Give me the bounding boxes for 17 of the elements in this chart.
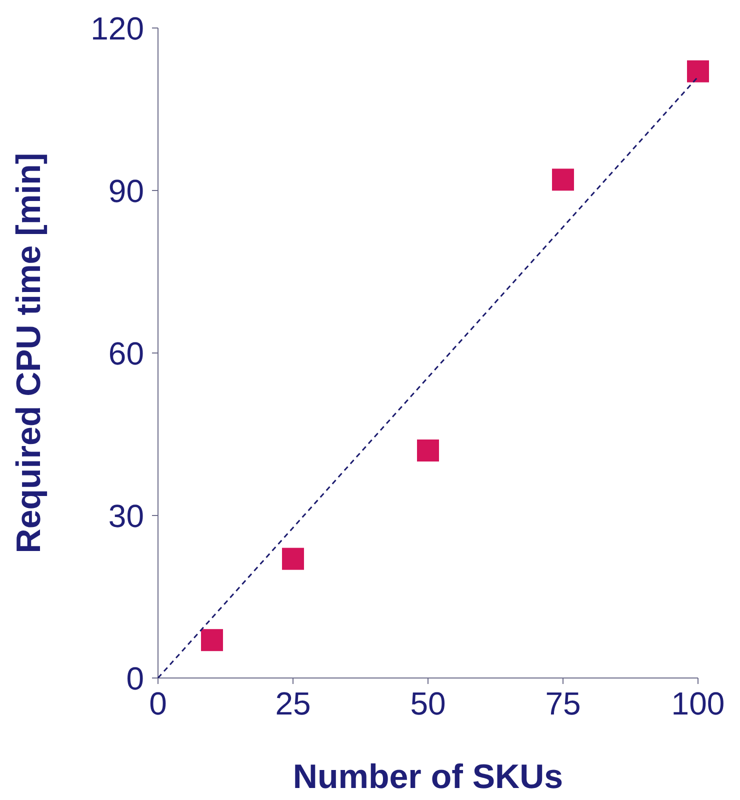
x-tick-label: 75 (545, 686, 581, 722)
y-tick-label: 0 (126, 660, 144, 696)
x-tick-label: 0 (149, 686, 167, 722)
x-tick-label: 25 (275, 686, 311, 722)
y-tick-label: 90 (108, 172, 144, 209)
y-tick-label: 30 (108, 498, 144, 534)
x-tick-label: 100 (671, 686, 725, 722)
y-tick-label: 120 (90, 10, 144, 46)
y-axis-title: Required CPU time [min] (10, 152, 48, 554)
point (417, 440, 439, 462)
point (201, 629, 223, 652)
x-tick-label: 50 (410, 686, 446, 722)
point (282, 548, 304, 570)
point (552, 168, 574, 191)
point (687, 60, 709, 82)
x-axis-title: Number of SKUs (292, 758, 564, 796)
y-tick-label: 60 (108, 335, 144, 372)
